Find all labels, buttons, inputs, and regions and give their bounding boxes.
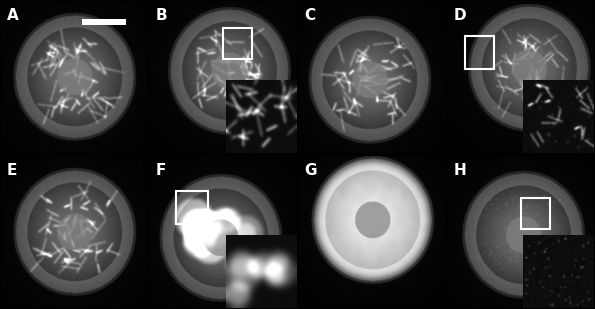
Text: C: C <box>305 8 315 23</box>
Text: B: B <box>156 8 167 23</box>
Bar <box>82 19 126 25</box>
Text: F: F <box>156 163 166 178</box>
Text: E: E <box>7 163 17 178</box>
Bar <box>465 36 494 69</box>
Text: G: G <box>305 163 317 178</box>
Text: H: H <box>453 163 466 178</box>
Bar <box>223 28 252 59</box>
Text: A: A <box>7 8 19 23</box>
Bar <box>176 191 208 224</box>
Text: D: D <box>453 8 466 23</box>
Bar <box>521 198 550 229</box>
